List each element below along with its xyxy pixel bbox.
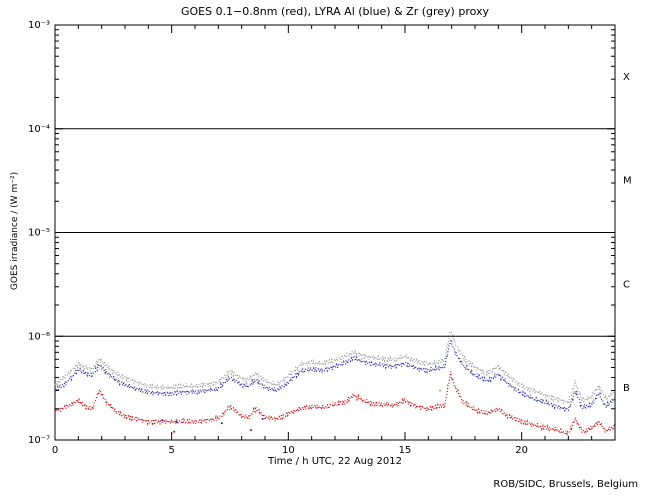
series-red-path [54,371,616,436]
outlier-dot [261,417,264,420]
outlier-dot [173,430,175,433]
y-tick-label: 10⁻⁴ [28,124,50,135]
x-tick-label: 20 [515,445,528,456]
x-axis-label: Time / h UTC, 22 Aug 2012 [268,456,402,467]
flare-class-label: B [623,383,630,394]
credit-text: ROB/SIDC, Brussels, Belgium [493,479,638,490]
y-tick-label: 10⁻⁵ [28,228,50,239]
x-tick-label: 5 [168,445,174,456]
outlier-dot [220,422,223,425]
series-blue-path [54,339,616,413]
flare-class-label: C [623,279,630,290]
outlier-dot [215,415,217,418]
outlier-dot [250,428,252,431]
series-grey-path [54,330,616,406]
flare-class-label: M [623,176,632,187]
outlier-dot [182,417,185,420]
x-tick-label: 10 [282,445,295,456]
outlier-dot [439,389,441,392]
y-tick-label: 10⁻³ [28,20,50,31]
outlier-dot [161,419,164,422]
y-tick-label: 10⁻⁶ [28,331,50,342]
y-tick-label: 10⁻⁷ [28,435,50,446]
flare-class-label: X [623,72,630,83]
chart-title: GOES 0.1−0.8nm (red), LYRA Al (blue) & Z… [180,5,490,18]
x-tick-label: 0 [52,445,58,456]
outlier-dot [175,420,178,423]
x-tick-label: 15 [399,445,412,456]
